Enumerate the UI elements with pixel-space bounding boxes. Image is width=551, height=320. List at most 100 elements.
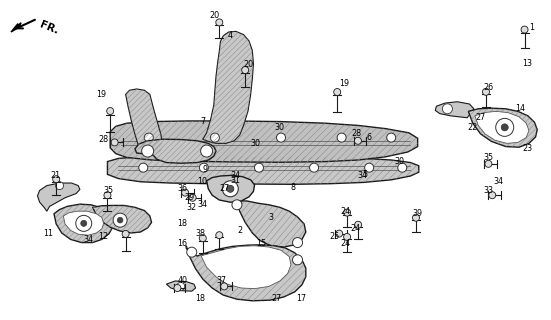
Circle shape xyxy=(139,163,148,172)
Circle shape xyxy=(189,194,196,201)
Text: 28: 28 xyxy=(98,135,108,144)
Text: 20: 20 xyxy=(210,11,220,20)
Circle shape xyxy=(293,237,302,248)
Text: 27: 27 xyxy=(475,113,485,122)
Circle shape xyxy=(122,230,129,237)
Circle shape xyxy=(221,283,228,290)
Polygon shape xyxy=(93,205,152,233)
Circle shape xyxy=(387,133,396,142)
Circle shape xyxy=(104,192,111,199)
Polygon shape xyxy=(37,183,80,211)
Text: 35: 35 xyxy=(484,153,494,162)
Circle shape xyxy=(201,145,213,157)
Text: 31: 31 xyxy=(230,176,240,185)
Circle shape xyxy=(501,124,508,131)
Circle shape xyxy=(81,220,87,226)
Circle shape xyxy=(174,284,181,292)
Polygon shape xyxy=(11,24,21,32)
Text: 34: 34 xyxy=(230,171,240,180)
Circle shape xyxy=(210,133,219,142)
Circle shape xyxy=(442,104,452,114)
Text: 30: 30 xyxy=(274,123,284,132)
Polygon shape xyxy=(54,204,113,243)
Circle shape xyxy=(177,283,185,291)
Text: 1: 1 xyxy=(529,23,534,32)
Circle shape xyxy=(354,137,361,144)
Text: 7: 7 xyxy=(200,117,206,126)
Polygon shape xyxy=(468,108,537,147)
Polygon shape xyxy=(236,201,306,247)
Text: 20: 20 xyxy=(244,60,253,68)
Polygon shape xyxy=(63,211,104,235)
Text: 25: 25 xyxy=(329,232,340,241)
Circle shape xyxy=(489,192,496,199)
Text: 30: 30 xyxy=(251,139,261,148)
Circle shape xyxy=(485,160,492,167)
Text: FR.: FR. xyxy=(39,19,60,36)
Circle shape xyxy=(365,163,374,172)
Text: 27: 27 xyxy=(219,184,230,193)
Text: 37: 37 xyxy=(216,276,226,285)
Text: 17: 17 xyxy=(296,294,306,303)
Polygon shape xyxy=(435,102,474,118)
Polygon shape xyxy=(201,246,291,289)
Text: 32: 32 xyxy=(186,203,196,212)
Circle shape xyxy=(336,230,343,237)
Text: 33: 33 xyxy=(484,186,494,195)
Circle shape xyxy=(334,89,341,96)
Circle shape xyxy=(117,217,123,223)
Text: 28: 28 xyxy=(352,129,361,138)
Text: 8: 8 xyxy=(291,183,296,192)
Circle shape xyxy=(216,232,223,239)
Circle shape xyxy=(521,26,528,33)
Circle shape xyxy=(293,255,302,265)
Text: 29: 29 xyxy=(185,193,195,202)
Circle shape xyxy=(216,19,223,26)
Text: 24: 24 xyxy=(341,239,350,248)
Circle shape xyxy=(355,221,361,228)
Text: 30: 30 xyxy=(394,157,404,166)
Text: 24: 24 xyxy=(350,224,360,233)
Text: 19: 19 xyxy=(96,90,106,99)
Text: 12: 12 xyxy=(98,232,108,241)
Text: 3: 3 xyxy=(269,213,274,222)
Circle shape xyxy=(187,247,197,257)
Circle shape xyxy=(344,209,350,216)
Polygon shape xyxy=(107,157,419,184)
Text: 2: 2 xyxy=(237,226,242,235)
Text: 40: 40 xyxy=(177,276,187,285)
Circle shape xyxy=(222,181,239,197)
Circle shape xyxy=(182,189,188,196)
Text: 18: 18 xyxy=(177,220,187,228)
Text: 15: 15 xyxy=(256,239,266,248)
Circle shape xyxy=(496,118,514,136)
Polygon shape xyxy=(166,281,196,291)
Text: 34: 34 xyxy=(197,200,207,209)
Circle shape xyxy=(53,176,60,183)
Polygon shape xyxy=(186,245,306,301)
Circle shape xyxy=(107,108,114,115)
Polygon shape xyxy=(475,111,529,143)
Circle shape xyxy=(111,139,118,146)
Text: 34: 34 xyxy=(493,177,503,186)
Text: 38: 38 xyxy=(196,229,206,238)
Text: 24: 24 xyxy=(341,207,350,216)
Circle shape xyxy=(144,133,153,142)
Circle shape xyxy=(199,235,206,242)
Text: 10: 10 xyxy=(197,177,207,186)
Text: 22: 22 xyxy=(467,123,478,132)
Text: 34: 34 xyxy=(84,235,94,244)
Circle shape xyxy=(75,215,92,231)
Circle shape xyxy=(413,214,419,221)
Circle shape xyxy=(337,133,346,142)
Circle shape xyxy=(310,163,318,172)
Circle shape xyxy=(232,200,242,210)
Text: 26: 26 xyxy=(484,83,494,92)
Circle shape xyxy=(242,67,249,74)
Text: 5: 5 xyxy=(363,170,368,179)
Text: 14: 14 xyxy=(515,104,525,113)
Circle shape xyxy=(142,145,154,157)
Text: 4: 4 xyxy=(228,31,233,40)
Circle shape xyxy=(113,213,127,227)
Text: 36: 36 xyxy=(177,184,187,193)
